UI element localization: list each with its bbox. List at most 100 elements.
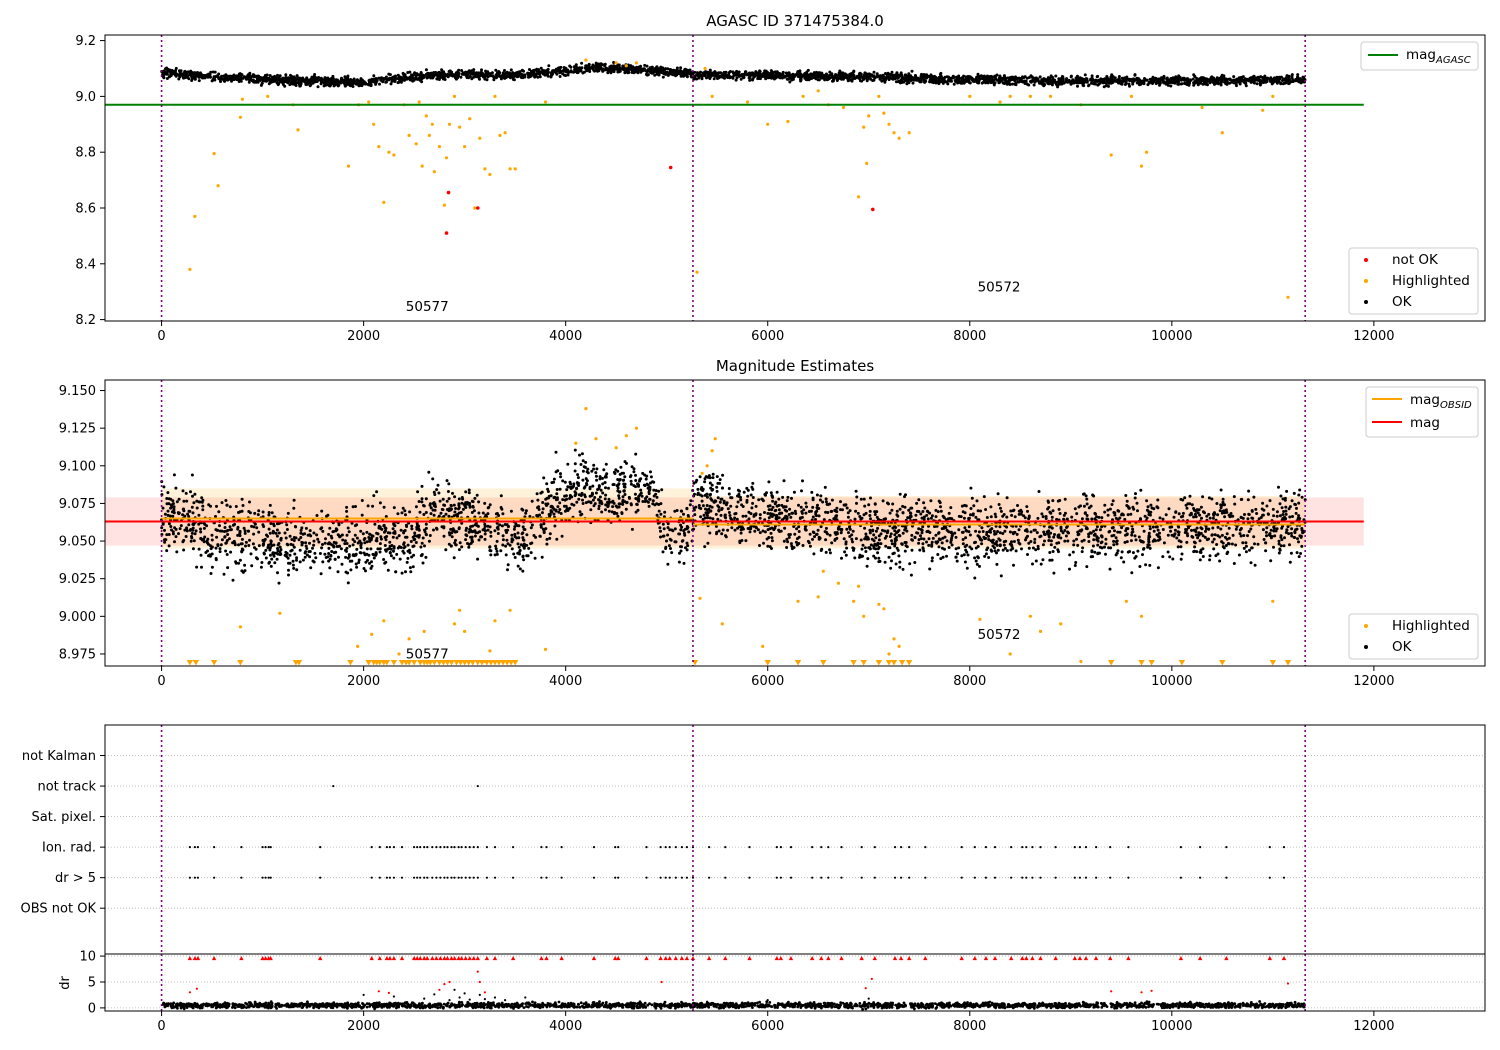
ok-point bbox=[297, 79, 301, 82]
ok-point bbox=[275, 534, 279, 538]
ok-point bbox=[775, 71, 779, 75]
ok-point bbox=[476, 557, 480, 561]
ok-point bbox=[1013, 76, 1017, 80]
ok-point bbox=[399, 546, 403, 549]
ok-point bbox=[594, 474, 598, 478]
ok-point bbox=[869, 74, 873, 78]
ok-point bbox=[1089, 77, 1093, 81]
ok-point bbox=[555, 496, 559, 500]
highlighted-point bbox=[882, 111, 886, 115]
ok-point bbox=[601, 482, 605, 486]
ok-point bbox=[231, 77, 235, 81]
ok-point bbox=[516, 531, 520, 535]
ok-point bbox=[272, 524, 276, 528]
ok-point bbox=[1301, 75, 1305, 79]
ok-point bbox=[484, 69, 488, 73]
ok-point bbox=[619, 465, 623, 469]
ok-point bbox=[475, 524, 479, 528]
ok-point bbox=[496, 71, 499, 75]
ok-point bbox=[443, 78, 447, 81]
ok-point bbox=[283, 80, 287, 84]
ok-point bbox=[286, 76, 290, 80]
ok-point bbox=[689, 499, 693, 503]
ok-point bbox=[646, 68, 650, 72]
ok-point bbox=[1287, 74, 1291, 78]
ok-point bbox=[288, 534, 292, 538]
ok-point bbox=[682, 512, 685, 516]
ok-point bbox=[644, 477, 648, 481]
ok-point bbox=[184, 491, 188, 495]
ok-point bbox=[336, 84, 340, 88]
ok-point bbox=[1042, 83, 1046, 87]
ok-point bbox=[315, 76, 318, 80]
ok-point bbox=[911, 76, 915, 80]
ok-point bbox=[924, 76, 928, 80]
ok-point bbox=[190, 531, 194, 535]
ok-point bbox=[630, 70, 634, 74]
ok-point bbox=[182, 538, 186, 542]
ok-point bbox=[182, 548, 186, 552]
ok-point bbox=[638, 478, 642, 482]
highlighted-point bbox=[296, 128, 300, 132]
ok-point bbox=[717, 76, 721, 80]
ok-point bbox=[238, 558, 242, 562]
ok-point bbox=[618, 478, 622, 481]
ok-point bbox=[660, 488, 664, 492]
ok-point bbox=[1031, 77, 1035, 81]
ok-point bbox=[371, 78, 374, 82]
ok-point bbox=[1237, 80, 1241, 84]
ok-point bbox=[595, 467, 599, 471]
ok-point bbox=[598, 65, 602, 69]
ok-point bbox=[161, 506, 165, 510]
ok-point bbox=[1176, 82, 1180, 86]
ok-point bbox=[301, 76, 305, 80]
ok-point bbox=[630, 66, 633, 70]
ok-point bbox=[446, 508, 450, 512]
ok-point bbox=[225, 503, 229, 507]
ok-point bbox=[189, 490, 192, 494]
ok-point bbox=[292, 536, 296, 539]
ok-point bbox=[225, 553, 229, 556]
ok-point bbox=[861, 76, 865, 80]
x-tick-label: 0 bbox=[157, 329, 165, 344]
ok-point bbox=[276, 78, 280, 82]
ok-point bbox=[581, 478, 585, 482]
ok-point bbox=[276, 571, 279, 575]
ok-point bbox=[283, 84, 287, 88]
ok-point bbox=[248, 71, 252, 75]
ok-point bbox=[529, 526, 533, 530]
ok-point bbox=[345, 509, 349, 513]
ok-point bbox=[223, 526, 227, 529]
ok-point bbox=[552, 69, 556, 73]
ok-point bbox=[846, 75, 849, 78]
ok-point bbox=[610, 510, 614, 514]
ok-point bbox=[312, 539, 316, 543]
ok-point bbox=[839, 75, 843, 79]
ok-point bbox=[814, 77, 818, 81]
ok-point bbox=[1248, 78, 1252, 82]
ok-point bbox=[409, 570, 413, 574]
ok-point bbox=[323, 80, 327, 84]
ok-point bbox=[216, 528, 220, 532]
ok-point bbox=[501, 534, 505, 538]
ok-point bbox=[190, 473, 194, 477]
ok-point bbox=[1066, 80, 1070, 84]
highlighted-point bbox=[468, 117, 472, 121]
ok-point bbox=[183, 69, 187, 73]
ok-point bbox=[286, 511, 290, 515]
ok-point bbox=[588, 70, 592, 73]
ok-point bbox=[859, 72, 862, 76]
ok-point bbox=[1206, 78, 1210, 82]
ok-point bbox=[722, 71, 726, 75]
ok-point bbox=[506, 563, 510, 567]
ok-point bbox=[367, 553, 371, 557]
x-tick-label: 12000 bbox=[1353, 329, 1394, 344]
ok-point bbox=[275, 557, 279, 561]
ok-point bbox=[309, 566, 313, 570]
ok-point bbox=[1074, 80, 1078, 84]
ok-point bbox=[410, 555, 414, 559]
ok-point bbox=[1096, 74, 1100, 78]
ok-point bbox=[477, 511, 481, 515]
ok-point bbox=[295, 568, 299, 572]
ok-point bbox=[366, 558, 369, 562]
